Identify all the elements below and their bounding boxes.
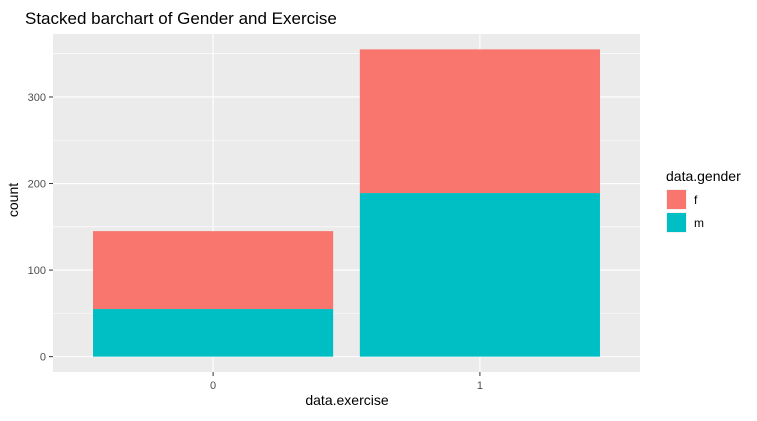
x-tick-label: 0 bbox=[210, 380, 216, 392]
bar-segment-m-0 bbox=[93, 309, 334, 357]
y-axis: 0 100 200 300 bbox=[28, 92, 53, 364]
legend-key-f bbox=[667, 190, 686, 209]
y-tick-label: 100 bbox=[28, 265, 46, 277]
x-axis-label: data.exercise bbox=[305, 392, 388, 408]
x-tick-label: 1 bbox=[477, 380, 483, 392]
y-tick-label: 0 bbox=[40, 352, 46, 364]
y-tick-label: 300 bbox=[28, 92, 46, 104]
legend-label-m: m bbox=[694, 216, 704, 230]
bar-segment-f-0 bbox=[93, 231, 334, 310]
legend-label-f: f bbox=[694, 193, 698, 207]
y-tick-label: 200 bbox=[28, 179, 46, 191]
legend: data.gender fm bbox=[666, 168, 741, 233]
bars bbox=[93, 49, 600, 357]
bar-segment-m-1 bbox=[359, 193, 600, 357]
chart-title: Stacked barchart of Gender and Exercise bbox=[25, 9, 337, 28]
legend-key-m bbox=[667, 213, 686, 232]
bar-segment-f-1 bbox=[359, 49, 600, 194]
legend-title: data.gender bbox=[666, 168, 741, 184]
y-axis-label: count bbox=[5, 183, 21, 217]
